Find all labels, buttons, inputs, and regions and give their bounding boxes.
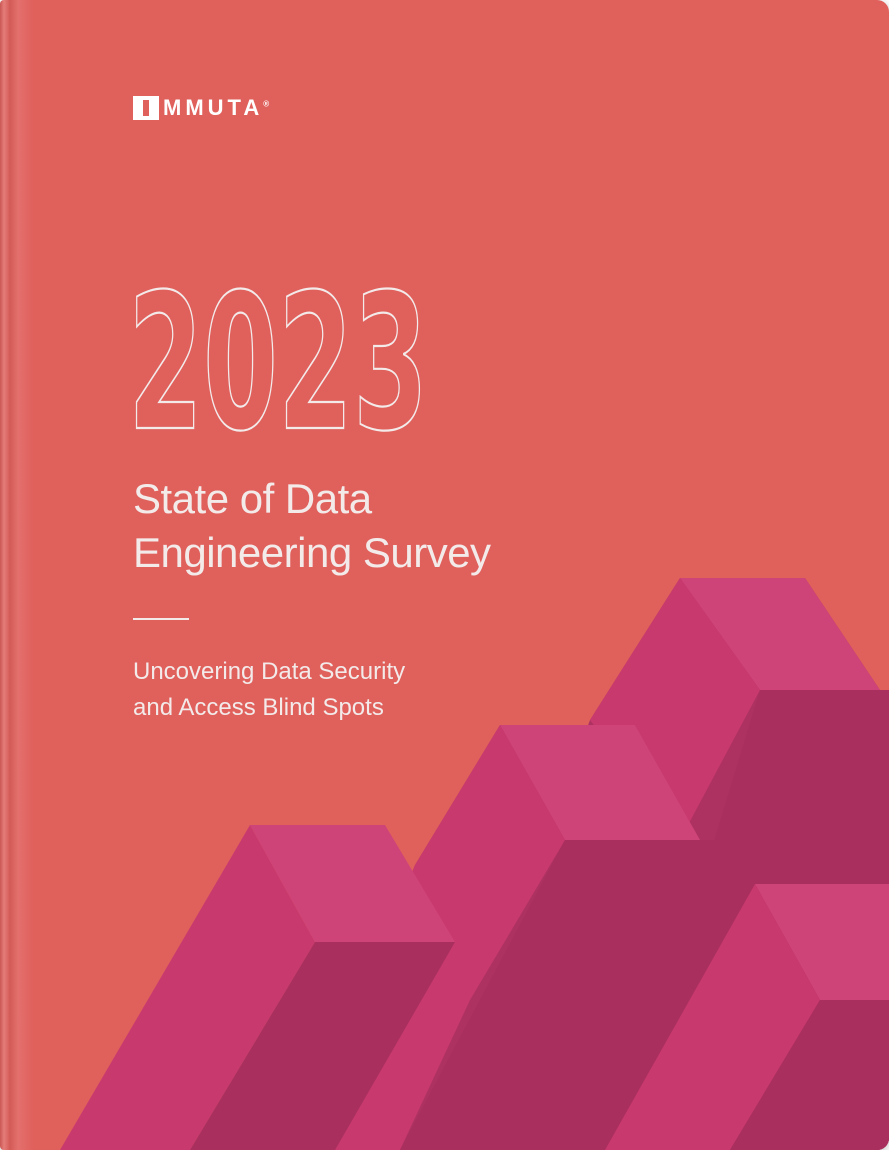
- bar-front-right: [605, 884, 889, 1150]
- subtitle-line-1: Uncovering Data Security: [133, 658, 406, 685]
- cover-title: State of Data Engineering Survey: [133, 472, 491, 580]
- bar-front-left: [60, 825, 455, 1150]
- cover-subtitle: Uncovering Data Security and Access Blin…: [133, 654, 405, 726]
- title-divider: [133, 618, 189, 620]
- logo-wordmark: MMUTA®: [163, 95, 270, 120]
- title-line-2: Engineering Survey: [133, 529, 491, 576]
- immuta-i-mark-icon: [133, 96, 159, 120]
- year-outline: 2023: [128, 278, 429, 443]
- title-line-1: State of Data: [133, 475, 372, 522]
- year-text: 2023: [128, 278, 428, 443]
- subtitle-line-2: and Access Blind Spots: [133, 694, 384, 721]
- book-spine: [0, 0, 34, 1150]
- immuta-logo: MMUTA®: [133, 95, 269, 121]
